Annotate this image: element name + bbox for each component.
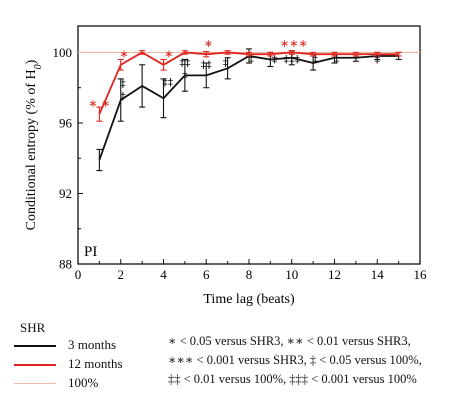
legend-label-3-months: 3 months <box>68 337 117 352</box>
legend-label-12-months: 12 months <box>68 356 123 371</box>
significance-mark-13: ‡ <box>272 53 278 66</box>
legend-item-100-percent: 100% <box>14 374 164 392</box>
note-line-1: ∗ < 0.05 versus SHR3, ∗∗ < 0.01 versus S… <box>168 334 411 348</box>
legend-item-3-months: 3 months <box>14 336 164 354</box>
y-axis-label: Conditional entropy (% of H0) <box>24 59 44 230</box>
significance-mark-17: ‡ <box>375 53 381 66</box>
x-tick-label-2: 4 <box>160 267 167 282</box>
x-tick-label-4: 8 <box>246 267 253 282</box>
y-tick-label-3: 100 <box>53 45 73 60</box>
legend-swatch-12-months <box>14 364 56 366</box>
significance-mark-11: ‡ <box>223 57 229 70</box>
legend-item-12-months: 12 months <box>14 355 164 373</box>
panel-label: PI <box>84 244 97 260</box>
y-tick-label-1: 92 <box>59 186 72 201</box>
y-axis-label-sub: 0 <box>33 64 44 69</box>
series-group <box>96 48 402 172</box>
significance-mark-12: ‡ <box>248 53 254 66</box>
legend-swatch-3-months <box>14 345 56 347</box>
significance-mark-8: ‡‡ <box>179 57 191 70</box>
significance-mark-15: ‡ <box>313 53 319 66</box>
significance-mark-10: ‡‡ <box>201 58 213 71</box>
significance-mark-3: ∗ <box>204 37 213 50</box>
x-tick-label-6: 12 <box>328 267 341 282</box>
x-tick-label-0: 0 <box>75 267 82 282</box>
significance-notes: ∗ < 0.05 versus SHR3, ∗∗ < 0.01 versus S… <box>168 332 468 389</box>
legend-swatch-100-percent <box>14 383 56 384</box>
y-tick-label-2: 96 <box>59 115 73 130</box>
significance-mark-0: ∗ ∗ <box>88 97 110 110</box>
annotations-group: ∗ ∗∗ ∗∗ ∗∗∗‡‡‡‡‡‡‡‡‡ ‡ ‡ ‡ ‡‡‡ ‡ ‡ ‡ <box>88 37 380 110</box>
x-tick-label-5: 10 <box>285 267 298 282</box>
y-tick-label-0: 88 <box>59 257 72 272</box>
x-tick-label-8: 16 <box>414 267 428 282</box>
significance-mark-7: ‡‡ <box>162 76 174 89</box>
note-line-3: ‡‡ < 0.01 versus 100%, ‡‡‡ < 0.001 versu… <box>168 372 417 386</box>
significance-mark-2: ∗ <box>164 48 173 61</box>
axes: 0 2 4 6 8 10 12 14 16 88 92 96 100 <box>53 45 428 282</box>
significance-mark-1: ∗ <box>119 48 128 61</box>
x-tick-label-7: 14 <box>371 267 385 282</box>
legend-title: SHR <box>20 320 46 335</box>
note-line-2: ∗∗∗ < 0.001 versus SHR3, ‡ < 0.05 versus… <box>168 353 422 367</box>
significance-mark-6: ‡ <box>120 90 126 103</box>
significance-mark-14: ‡‡‡ <box>284 53 301 66</box>
y-axis-label-main: Conditional entropy (% of H <box>24 69 39 230</box>
y-axis-label-end: ) <box>24 59 39 64</box>
significance-mark-5: ‡ <box>120 78 126 91</box>
x-tick-label-3: 6 <box>203 267 210 282</box>
significance-mark-9: ‡ <box>182 69 188 82</box>
x-axis-label: Time lag (beats) <box>203 292 295 307</box>
series-line-0 <box>98 55 399 161</box>
significance-mark-4: ∗∗∗ <box>280 37 308 50</box>
x-tick-label-1: 2 <box>118 267 125 282</box>
legend-label-100-percent: 100% <box>68 375 99 390</box>
significance-mark-16: ‡ <box>334 53 340 66</box>
